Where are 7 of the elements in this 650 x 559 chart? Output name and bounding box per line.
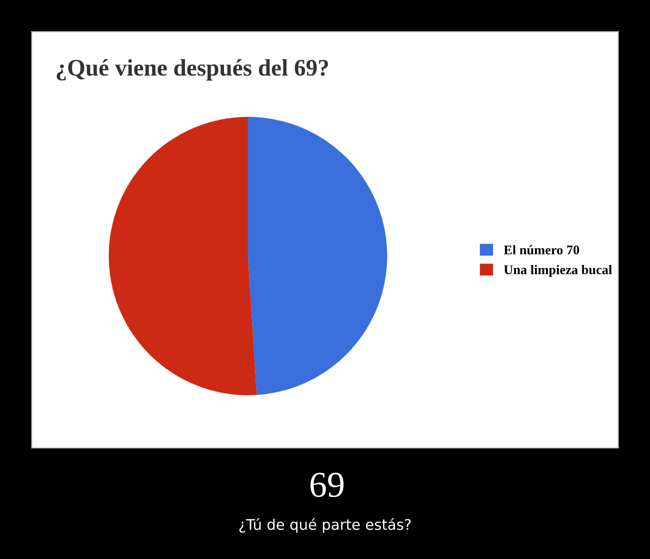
pie-slice <box>108 116 257 396</box>
text: 69 <box>310 472 344 498</box>
text: ¿Tú de qué parte estás? <box>239 518 411 533</box>
chart-title: ¿Qué viene después del 69? <box>56 59 328 81</box>
pie-slice <box>248 116 388 395</box>
legend-label: El número 70 <box>504 245 580 254</box>
legend-label: Una limpieza bucal <box>504 264 612 277</box>
